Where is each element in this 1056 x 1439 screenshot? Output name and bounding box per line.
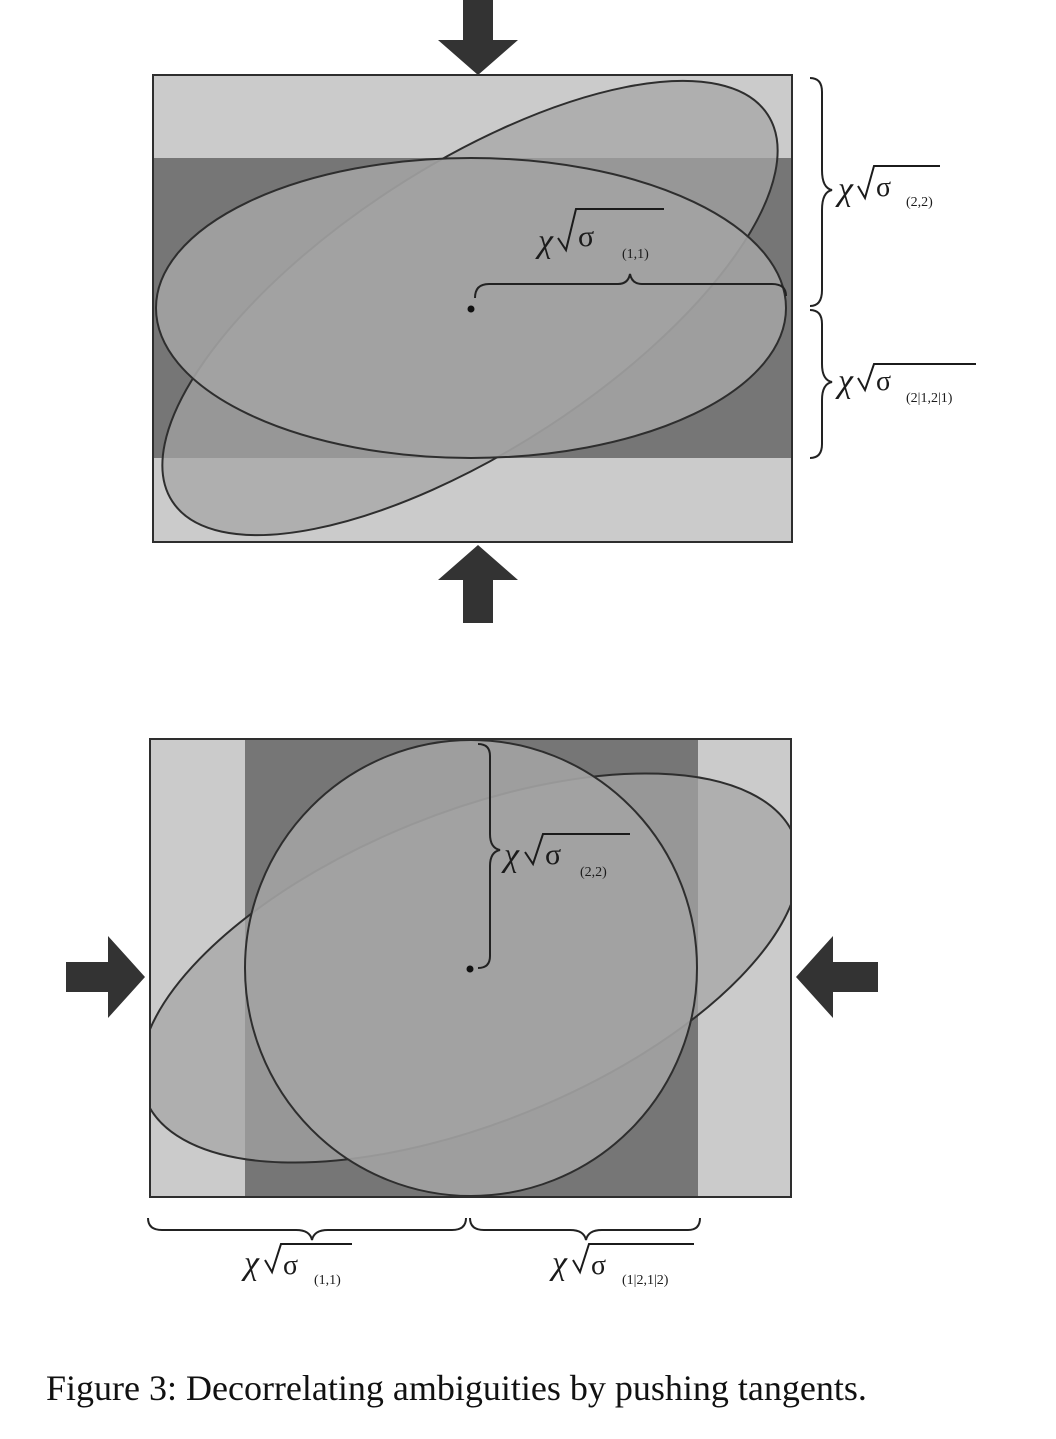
svg-text:σ: σ	[578, 220, 594, 253]
bottom-right-pointing-arrow	[66, 936, 145, 1018]
bottom-left-brace	[147, 1217, 467, 1241]
svg-text:χ: χ	[241, 1245, 260, 1282]
svg-text:(2,2): (2,2)	[580, 865, 607, 880]
svg-text:σ: σ	[283, 1250, 298, 1281]
top-inner-brace	[474, 273, 787, 299]
svg-text:σ: σ	[876, 366, 891, 397]
bottom-left-label: χ σ (1,1)	[241, 1243, 352, 1288]
top-up-arrow	[438, 545, 518, 623]
top-panel: χ σ (1,1) χ σ (2,2) χ σ (2|1,2|1)	[152, 0, 976, 623]
svg-text:σ: σ	[545, 838, 561, 871]
svg-text:σ: σ	[591, 1250, 606, 1281]
svg-text:χ: χ	[501, 837, 520, 874]
svg-text:χ: χ	[549, 1245, 568, 1282]
bottom-left-pointing-arrow	[796, 936, 878, 1018]
figure-caption: Figure 3: Decorrelating ambiguities by p…	[46, 1368, 867, 1408]
top-upper-label: χ σ (2,2)	[835, 165, 940, 210]
bottom-panel: χ σ (2,2) χ σ (1,1) χ σ (1|2,1|2)	[66, 738, 878, 1288]
top-upper-brace	[809, 77, 833, 307]
svg-text:(2|1,2|1): (2|1,2|1)	[906, 391, 953, 406]
bottom-center-dot	[466, 965, 474, 973]
top-center-dot	[467, 305, 475, 313]
svg-text:(1|2,1|2): (1|2,1|2)	[622, 1273, 669, 1288]
top-inner-label: χ σ (1,1)	[535, 208, 664, 262]
top-down-arrow	[438, 0, 518, 75]
svg-text:(1,1): (1,1)	[314, 1273, 341, 1288]
svg-text:(1,1): (1,1)	[622, 247, 649, 262]
top-lower-label: χ σ (2|1,2|1)	[835, 363, 976, 406]
bottom-inner-brace	[477, 743, 501, 969]
bottom-right-label: χ σ (1|2,1|2)	[549, 1243, 694, 1288]
svg-text:χ: χ	[535, 223, 554, 260]
bottom-right-brace	[469, 1217, 701, 1241]
svg-text:σ: σ	[876, 172, 891, 203]
svg-text:χ: χ	[835, 171, 854, 208]
svg-text:χ: χ	[835, 363, 854, 400]
svg-text:(2,2): (2,2)	[906, 195, 933, 210]
top-lower-brace	[809, 309, 833, 459]
bottom-inner-label: χ σ (2,2)	[501, 833, 630, 880]
